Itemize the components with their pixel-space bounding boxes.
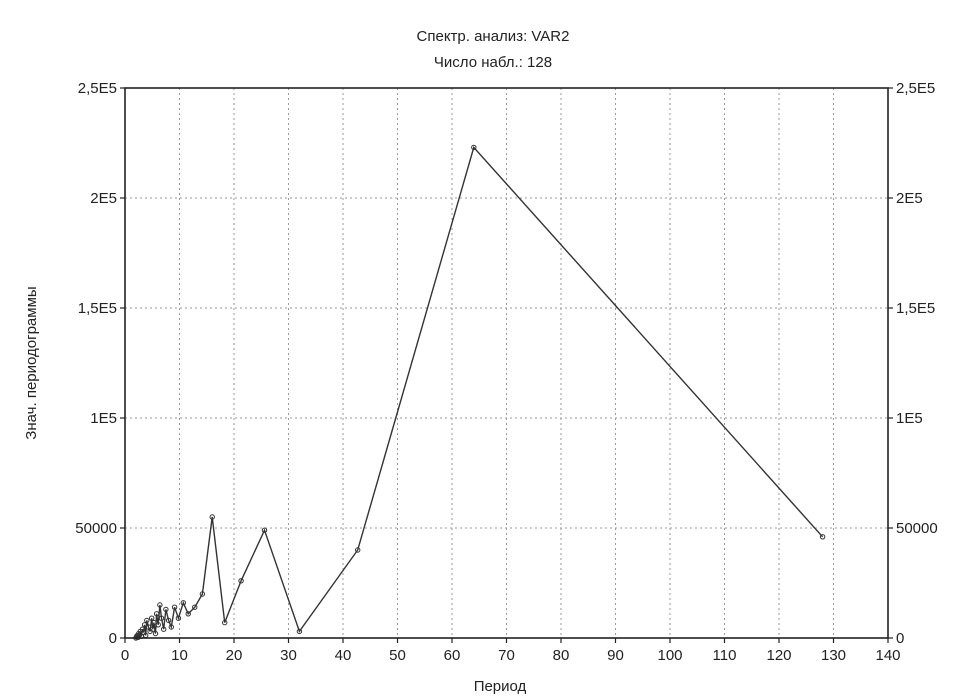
x-tick-label: 90 [607, 647, 624, 664]
data-point [180, 600, 187, 606]
y-tick-label-right: 1,5E5 [896, 300, 935, 317]
data-point [296, 628, 303, 635]
y-tick-label-right: 50000 [896, 520, 938, 537]
data-point [222, 619, 228, 626]
y-tick-label-left: 1E5 [90, 410, 117, 427]
data-point [171, 604, 178, 610]
data-point [175, 615, 182, 621]
x-tick-label: 10 [171, 647, 188, 664]
y-tick-label-left: 50000 [75, 520, 117, 537]
data-point [185, 611, 191, 617]
x-tick-label: 100 [657, 647, 682, 664]
y-tick-label-left: 2E5 [90, 190, 117, 207]
grid-layer [125, 88, 888, 638]
data-point [145, 624, 152, 630]
data-point [168, 624, 175, 630]
data-point [144, 617, 150, 624]
x-axis-label: Период [474, 678, 527, 695]
data-point [238, 578, 244, 584]
y-tick-label-right: 0 [896, 630, 904, 647]
y-tick-label-right: 2,5E5 [896, 80, 935, 97]
x-tick-label: 60 [444, 647, 461, 664]
data-point [199, 591, 206, 597]
y-tick-label-left: 1,5E5 [78, 300, 117, 317]
x-tick-label: 130 [821, 647, 846, 664]
data-point [150, 626, 156, 632]
series-layer [133, 144, 826, 641]
y-tick-label-right: 2E5 [896, 190, 923, 207]
data-point [149, 615, 155, 621]
data-point [192, 604, 198, 610]
y-tick-label-left: 0 [109, 630, 117, 647]
x-tick-label: 110 [713, 647, 737, 664]
data-point [155, 622, 161, 628]
series-line [135, 145, 824, 640]
data-point [163, 606, 169, 613]
y-axis-label: Знач. периодограммы [23, 286, 40, 439]
x-tick-label: 0 [121, 647, 129, 664]
x-tick-label: 20 [226, 647, 243, 664]
data-point [160, 626, 167, 632]
data-point [139, 626, 146, 632]
x-tick-label: 80 [553, 647, 570, 664]
data-point [158, 615, 165, 621]
chart-title: Спектр. анализ: VAR2 [417, 28, 570, 45]
x-tick-label: 40 [335, 647, 352, 664]
data-point [471, 144, 477, 151]
data-point [152, 630, 159, 637]
chart-subtitle: Число набл.: 128 [434, 54, 552, 71]
data-point [157, 602, 163, 608]
x-tick-label: 140 [875, 647, 900, 664]
x-tick-label: 50 [389, 647, 406, 664]
data-point [153, 611, 160, 617]
x-tick-label: 70 [498, 647, 515, 664]
data-point [141, 622, 148, 628]
data-point [355, 547, 361, 553]
data-point [165, 617, 172, 624]
data-point [209, 514, 215, 520]
data-point [819, 534, 826, 540]
data-point [151, 619, 157, 626]
y-tick-label-right: 1E5 [896, 410, 923, 427]
data-point [261, 527, 268, 533]
x-tick-label: 30 [280, 647, 297, 664]
x-tick-label: 120 [766, 647, 791, 664]
y-tick-label-left: 2,5E5 [78, 80, 117, 97]
